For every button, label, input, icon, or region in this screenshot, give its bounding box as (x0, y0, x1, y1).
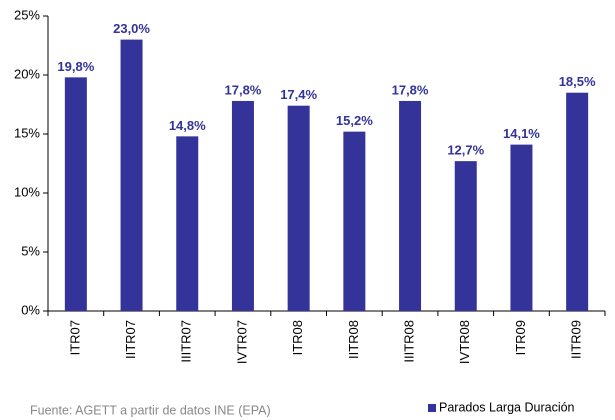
value-label: 18,5% (559, 74, 596, 89)
source-note: Fuente: AGETT a partir de datos INE (EPA… (30, 403, 271, 417)
value-label: 17,8% (392, 82, 429, 97)
legend-swatch (428, 404, 436, 412)
value-label: 15,2% (336, 113, 373, 128)
x-tick-label: IVTR08 (457, 320, 472, 364)
value-label: 19,8% (57, 59, 94, 74)
bar (454, 161, 477, 311)
x-tick-label: IIITR08 (401, 320, 416, 363)
bar (343, 131, 366, 311)
value-label: 17,4% (280, 87, 317, 102)
bar (399, 100, 422, 312)
bar (120, 39, 143, 311)
bar (176, 136, 199, 311)
bar (287, 105, 310, 312)
y-tick-label: 20% (14, 66, 40, 81)
y-tick-label: 25% (14, 7, 40, 22)
x-tick-label: ITR08 (290, 320, 305, 355)
bar (510, 144, 533, 311)
bar (566, 92, 589, 311)
x-tick-label: IIITR07 (179, 320, 194, 363)
value-label: 17,8% (225, 82, 262, 97)
bar (64, 77, 87, 311)
x-tick-label: ITR09 (513, 320, 528, 355)
y-tick-label: 15% (14, 125, 40, 140)
bar (231, 100, 254, 312)
y-tick-label: 0% (21, 302, 40, 317)
legend-label: Parados Larga Duración (439, 400, 575, 414)
y-tick-label: 5% (21, 243, 40, 258)
value-label: 23,0% (113, 21, 150, 36)
x-tick-label: IVTR07 (234, 320, 249, 364)
y-tick-label: 10% (14, 184, 40, 199)
value-label: 14,8% (169, 118, 206, 133)
value-label: 14,1% (503, 126, 540, 141)
x-tick-label: IITR08 (346, 320, 361, 359)
x-tick-label: IITR07 (123, 320, 138, 359)
x-tick-label: IITR09 (569, 320, 584, 359)
value-label: 12,7% (447, 143, 484, 158)
x-tick-label: ITR07 (67, 320, 82, 355)
